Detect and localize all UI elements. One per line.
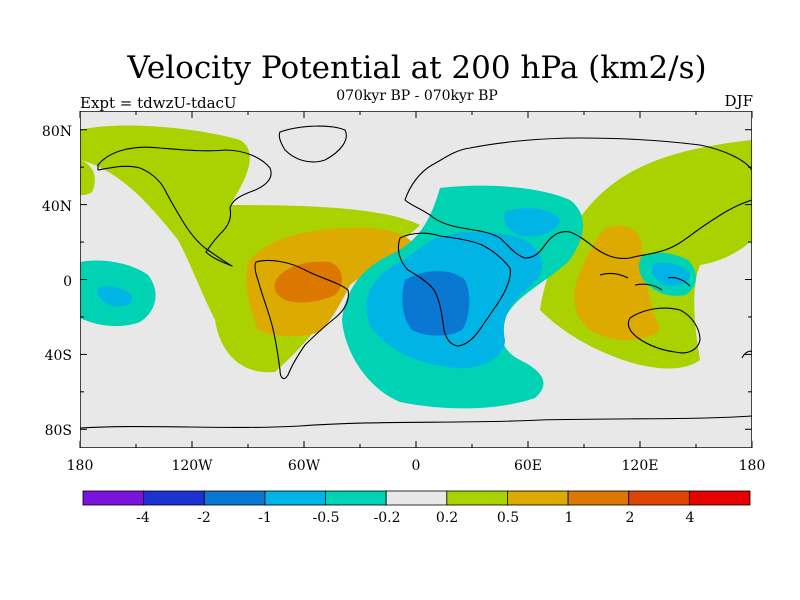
axis-ticks xyxy=(79,111,753,448)
colorbar-label: -1 xyxy=(258,510,272,526)
colorbar-swatch xyxy=(325,490,387,506)
lat-tick-label: 40S xyxy=(45,348,72,364)
colorbar-swatch xyxy=(567,490,630,506)
colorbar-swatch xyxy=(628,490,690,506)
latitude-labels: 80N 40N 0 40S 80S xyxy=(42,124,72,439)
experiment-label: Expt = tdwzU-tdacU xyxy=(80,94,237,112)
positive-strong-region xyxy=(274,261,342,303)
lon-tick-label: 180 xyxy=(739,458,766,474)
coast-indonesia xyxy=(599,273,691,291)
negative-strong-region xyxy=(402,271,470,336)
lat-tick-label: 0 xyxy=(63,274,72,290)
coast-eurasia xyxy=(404,137,752,259)
lon-tick-label: 60W xyxy=(288,458,321,474)
colorbar-swatch xyxy=(385,490,448,506)
colorbar-label: -4 xyxy=(136,510,150,526)
lon-tick-label: 0 xyxy=(412,458,421,474)
lat-tick-label: 80N xyxy=(42,124,72,140)
lon-tick-label: 60E xyxy=(514,458,542,474)
lon-tick-label: 120W xyxy=(171,458,213,474)
coast-australia xyxy=(627,307,701,354)
colorbar-label: 1 xyxy=(565,510,574,526)
coast-antarctica xyxy=(80,415,752,429)
colorbar-label: -0.2 xyxy=(374,510,401,526)
colorbar-swatch xyxy=(264,490,326,506)
colorbar-swatch xyxy=(82,490,145,506)
colorbar-swatch xyxy=(688,490,751,506)
colorbar-label: -0.5 xyxy=(313,510,340,526)
longitude-labels: 180 120W 60W 0 60E 120E 180 xyxy=(67,458,766,474)
lon-tick-label: 180 xyxy=(67,458,94,474)
lat-tick-label: 40N xyxy=(42,199,72,215)
colorbar-label: 0.2 xyxy=(436,510,458,526)
colorbar xyxy=(82,490,751,506)
map-panel xyxy=(80,111,752,448)
coast-south-america xyxy=(254,259,349,380)
chart-title: Velocity Potential at 200 hPa (km2/s) xyxy=(127,50,707,86)
chart-subtitle: 070kyr BP - 070kyr BP xyxy=(336,88,498,104)
colorbar-label: 4 xyxy=(686,510,695,526)
colorbar-swatch xyxy=(507,490,569,506)
colorbar-swatch xyxy=(203,490,266,506)
colorbar-label: 2 xyxy=(626,510,635,526)
coast-greenland xyxy=(278,125,347,163)
colorbar-labels: -4 -2 -1 -0.5 -0.2 0.2 0.5 1 2 4 xyxy=(136,510,694,526)
lat-tick-label: 80S xyxy=(45,423,72,439)
coast-africa xyxy=(397,232,511,347)
colorbar-label: 0.5 xyxy=(497,510,519,526)
colorbar-label: -2 xyxy=(197,510,211,526)
coastlines xyxy=(80,125,752,429)
colorbar-swatch xyxy=(143,490,205,506)
season-label: DJF xyxy=(724,92,753,110)
lon-tick-label: 120E xyxy=(622,458,659,474)
colorbar-swatch xyxy=(446,490,508,506)
coast-north-america xyxy=(97,146,272,267)
